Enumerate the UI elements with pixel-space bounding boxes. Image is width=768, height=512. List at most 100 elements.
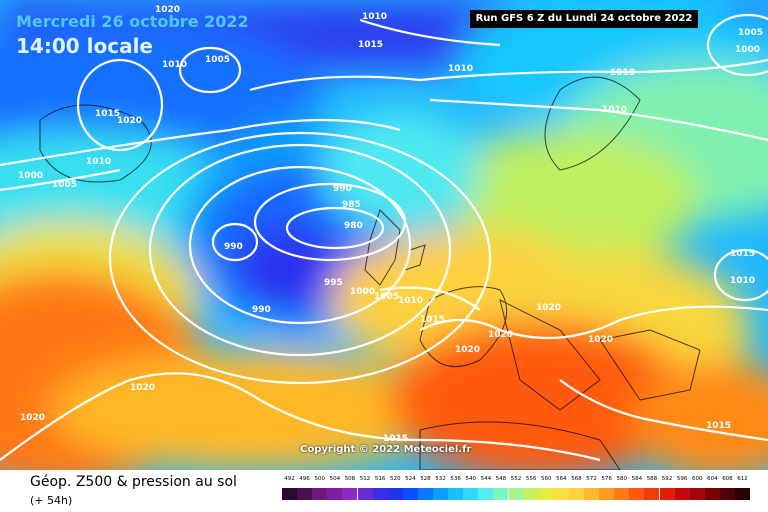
isobar-label: 980 [344, 221, 363, 231]
color-scale: 492 496 500 504 508 512 516 520 524 528 532 536 540 5… [282, 476, 752, 504]
scale-swatch [689, 488, 705, 500]
isobar-label: 1020 [130, 383, 155, 393]
scale-tick-label: 508 [344, 476, 356, 482]
scale-tick-label: 528 [420, 476, 431, 482]
scale-swatch [417, 488, 433, 500]
scale-tick-label: 572 [586, 476, 597, 482]
isobar-label: 1015 [730, 249, 755, 259]
forecast-date: Mercredi 26 octobre 2022 [16, 12, 249, 31]
weather-map: 1020 1010 1005 1010 1015 1015 1020 1010 … [0, 0, 768, 470]
isobar-label: 1015 [706, 421, 731, 431]
isobar-label: 990 [252, 305, 271, 315]
scale-swatch [584, 488, 600, 500]
isobar-label: 1010 [362, 12, 387, 22]
geopotential-field: 1020 1010 1005 1010 1015 1015 1020 1010 … [0, 0, 768, 470]
scale-tick-label: 608 [722, 476, 733, 482]
scale-tick-label: 524 [405, 476, 416, 482]
scale-swatch [735, 488, 751, 500]
scale-swatch [614, 488, 630, 500]
scale-tick-label: 568 [571, 476, 582, 482]
scale-swatch [387, 488, 403, 500]
scale-tick-label: 504 [329, 476, 341, 482]
scale-swatch [704, 488, 720, 500]
isobar-label: 1010 [610, 68, 635, 78]
scale-tick-label: 544 [480, 476, 492, 482]
coastlines [39, 76, 701, 470]
scale-swatch [312, 488, 328, 500]
scale-swatch [719, 488, 735, 500]
isobar-label: 1010 [162, 60, 187, 70]
scale-tick-label: 520 [389, 476, 401, 482]
forecast-time: 14:00 locale [16, 34, 153, 58]
scale-tick-label: 552 [510, 476, 522, 482]
scale-swatch [282, 488, 298, 500]
isobar-labels: 1020 1010 1005 1010 1015 1015 1020 1010 … [18, 5, 763, 444]
isobar-label: 1020 [536, 303, 561, 313]
legend-bar: Géop. Z500 & pression au sol (+ 54h) 492… [0, 470, 768, 512]
isobar-label: 1010 [398, 296, 423, 306]
scale-swatch [659, 488, 675, 500]
scale-swatch [448, 488, 464, 500]
scale-swatch [463, 488, 479, 500]
map-subtitle: (+ 54h) [30, 494, 73, 507]
scale-tick-label: 576 [601, 476, 612, 482]
scale-tick-label: 516 [374, 476, 386, 482]
scale-tick-label: 536 [450, 476, 461, 482]
scale-swatch [372, 488, 388, 500]
isobar-label: 1010 [602, 105, 627, 115]
scale-swatch [568, 488, 584, 500]
scale-tick-label: 584 [631, 476, 643, 482]
scale-tick-label: 596 [676, 476, 688, 482]
isobar-label: 1020 [155, 5, 180, 15]
isobar-label: 1010 [730, 276, 755, 286]
scale-swatch [629, 488, 645, 500]
isobar-label: 1000 [735, 45, 760, 55]
scale-tick-label: 556 [525, 476, 537, 482]
isobars [0, 13, 768, 462]
scale-tick-label: 540 [465, 476, 476, 482]
scale-tick-label: 600 [691, 476, 703, 482]
scale-tick-label: 560 [540, 476, 552, 482]
copyright-text: Copyright © 2022 Meteociel.fr [300, 444, 472, 455]
isobar-label: 1015 [95, 109, 120, 119]
scale-tick-label: 580 [616, 476, 627, 482]
isobar-label: 1020 [488, 330, 513, 340]
isobar-label: 1020 [588, 335, 613, 345]
isobar-label: 1015 [383, 434, 408, 444]
isobar-label: 1010 [86, 157, 111, 167]
isobar-label: 1015 [420, 315, 445, 325]
scale-tick-label: 492 [284, 476, 295, 482]
isobar-label: 1000 [350, 287, 375, 297]
scale-swatch [508, 488, 524, 500]
scale-swatch [297, 488, 313, 500]
scale-tick-label: 548 [495, 476, 507, 482]
isobar-label: 1005 [205, 55, 230, 65]
scale-tick-label: 604 [707, 476, 718, 482]
scale-swatch [478, 488, 494, 500]
scale-swatch [523, 488, 539, 500]
isobar-label: 1010 [448, 64, 473, 74]
isobar-label: 1020 [20, 413, 45, 423]
isobar-label: 990 [333, 184, 352, 194]
scale-swatch [402, 488, 418, 500]
scale-tick-label: 532 [435, 476, 446, 482]
model-run-label: Run GFS 6 Z du Lundi 24 octobre 2022 [470, 10, 698, 28]
scale-swatch [357, 488, 373, 500]
scale-tick-label: 496 [299, 476, 310, 482]
isobar-label: 1000 [18, 171, 43, 181]
scale-swatch [674, 488, 690, 500]
scale-swatch [599, 488, 615, 500]
scale-swatch [342, 488, 358, 500]
scale-tick-label: 592 [661, 476, 673, 482]
scale-swatch [327, 488, 343, 500]
scale-tick-label: 500 [314, 476, 325, 482]
isobar-label: 985 [342, 200, 361, 210]
scale-swatch [433, 488, 449, 500]
isobar-label: 1005 [52, 180, 77, 190]
map-title: Géop. Z500 & pression au sol [30, 474, 237, 490]
scale-tick-label: 612 [737, 476, 748, 482]
isobar-label: 1020 [455, 345, 480, 355]
isobar-label: 1015 [358, 40, 383, 50]
scale-swatch [493, 488, 509, 500]
isobar-label: 995 [324, 278, 343, 288]
